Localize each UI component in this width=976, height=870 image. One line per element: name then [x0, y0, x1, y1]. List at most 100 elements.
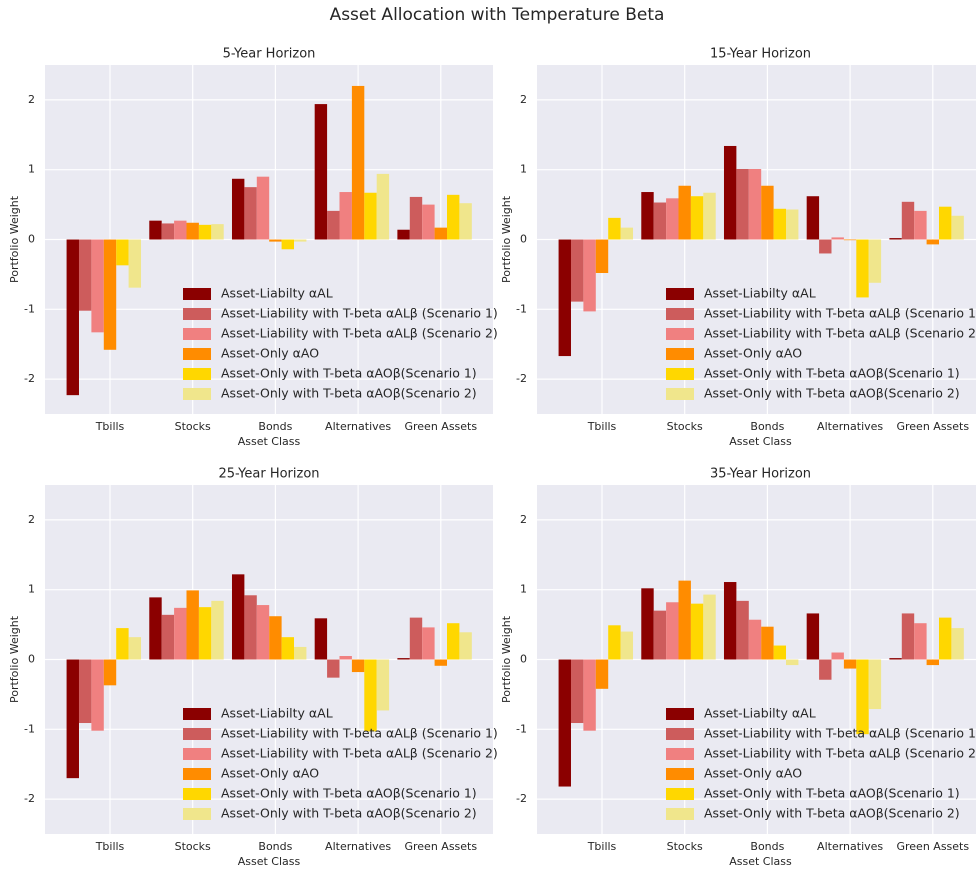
figure-title: Asset Allocation with Temperature Beta	[330, 5, 665, 25]
bar	[459, 632, 472, 660]
bar	[939, 617, 952, 660]
bar	[786, 209, 799, 240]
legend-swatch	[183, 808, 211, 820]
bar	[653, 610, 667, 660]
bar	[186, 222, 199, 240]
y-tick-label: 2	[520, 93, 527, 106]
legend-label: Asset-Liabilty αAL	[221, 286, 333, 301]
bar	[434, 227, 448, 240]
bar	[641, 192, 654, 240]
bar	[723, 582, 737, 660]
x-axis-label: Asset Class	[729, 855, 792, 868]
legend-label: Asset-Only with T-beta αAOβ(Scenario 2)	[221, 386, 477, 401]
bar	[773, 208, 787, 240]
x-tick-label: Bonds	[750, 420, 784, 433]
bar	[951, 215, 964, 240]
x-tick-label: Alternatives	[325, 840, 391, 853]
bar	[351, 85, 365, 240]
bar	[186, 590, 199, 660]
bar	[174, 607, 187, 660]
bar	[608, 217, 621, 240]
bar	[66, 659, 79, 779]
x-tick-label: Stocks	[175, 420, 211, 433]
legend-swatch	[666, 348, 694, 360]
bar	[128, 239, 142, 288]
bar	[570, 659, 584, 724]
legend-swatch	[183, 288, 211, 300]
bar	[161, 223, 175, 240]
bar	[678, 580, 691, 660]
bar	[422, 627, 435, 660]
bar	[620, 631, 634, 660]
bar	[103, 659, 117, 686]
x-tick-label: Bonds	[750, 840, 784, 853]
bar	[327, 659, 340, 678]
bar	[78, 239, 92, 311]
bar	[736, 600, 749, 660]
y-tick-label: -1	[24, 722, 35, 735]
legend-swatch	[666, 288, 694, 300]
legend-label: Asset-Only with T-beta αAOβ(Scenario 2)	[221, 806, 477, 821]
bar	[149, 597, 162, 660]
bar	[447, 623, 460, 660]
legend-label: Asset-Only αAO	[704, 766, 802, 781]
legend-label: Asset-Liability with T-beta αALβ (Scenar…	[221, 746, 498, 761]
bar	[128, 637, 142, 660]
x-tick-label: Alternatives	[325, 420, 391, 433]
legend-label: Asset-Only with T-beta αAOβ(Scenario 1)	[704, 366, 960, 381]
bar	[161, 614, 175, 660]
legend-swatch	[183, 388, 211, 400]
y-axis-label: Portfolio Weight	[8, 615, 21, 703]
y-axis-label: Portfolio Weight	[500, 195, 513, 283]
bar	[66, 239, 79, 396]
bar	[103, 239, 117, 350]
legend-label: Asset-Liabilty αAL	[704, 706, 816, 721]
y-tick-label: -2	[516, 372, 527, 385]
bar	[211, 224, 224, 240]
bar	[690, 196, 704, 240]
y-tick-label: 2	[520, 513, 527, 526]
x-tick-label: Green Assets	[404, 840, 477, 853]
bar	[889, 658, 902, 660]
bar	[901, 201, 915, 240]
subplot-title: 15-Year Horizon	[710, 47, 811, 62]
x-tick-label: Stocks	[667, 840, 703, 853]
x-tick-label: Bonds	[258, 420, 292, 433]
bar	[339, 656, 352, 660]
legend-label: Asset-Only with T-beta αAOβ(Scenario 2)	[704, 806, 960, 821]
bar	[939, 206, 952, 240]
bar	[761, 185, 774, 240]
y-tick-label: 0	[520, 653, 527, 666]
bar	[116, 239, 129, 266]
bar	[231, 574, 245, 660]
legend-label: Asset-Liabilty αAL	[221, 706, 333, 721]
bar	[620, 227, 634, 240]
y-tick-label: 1	[520, 163, 527, 176]
y-tick-label: 0	[28, 233, 35, 246]
bar	[843, 659, 857, 669]
bar	[269, 239, 282, 242]
bar	[653, 202, 667, 240]
legend-swatch	[183, 768, 211, 780]
legend-swatch	[183, 708, 211, 720]
x-tick-label: Tbills	[587, 840, 617, 853]
bar	[666, 198, 679, 240]
subplot-title: 5-Year Horizon	[223, 47, 316, 62]
bar	[761, 626, 774, 660]
bar	[703, 594, 716, 660]
bar	[843, 239, 857, 241]
bar	[558, 659, 571, 787]
x-tick-label: Green Assets	[896, 420, 969, 433]
legend-swatch	[666, 768, 694, 780]
bar	[595, 659, 609, 689]
bar	[901, 613, 915, 660]
bar	[198, 607, 212, 660]
x-axis-label: Asset Class	[238, 855, 301, 868]
bar	[914, 623, 927, 660]
bar	[951, 628, 964, 660]
legend-swatch	[666, 708, 694, 720]
bar	[314, 104, 328, 240]
bar	[281, 637, 295, 660]
bar	[889, 238, 902, 240]
x-tick-label: Alternatives	[817, 840, 883, 853]
